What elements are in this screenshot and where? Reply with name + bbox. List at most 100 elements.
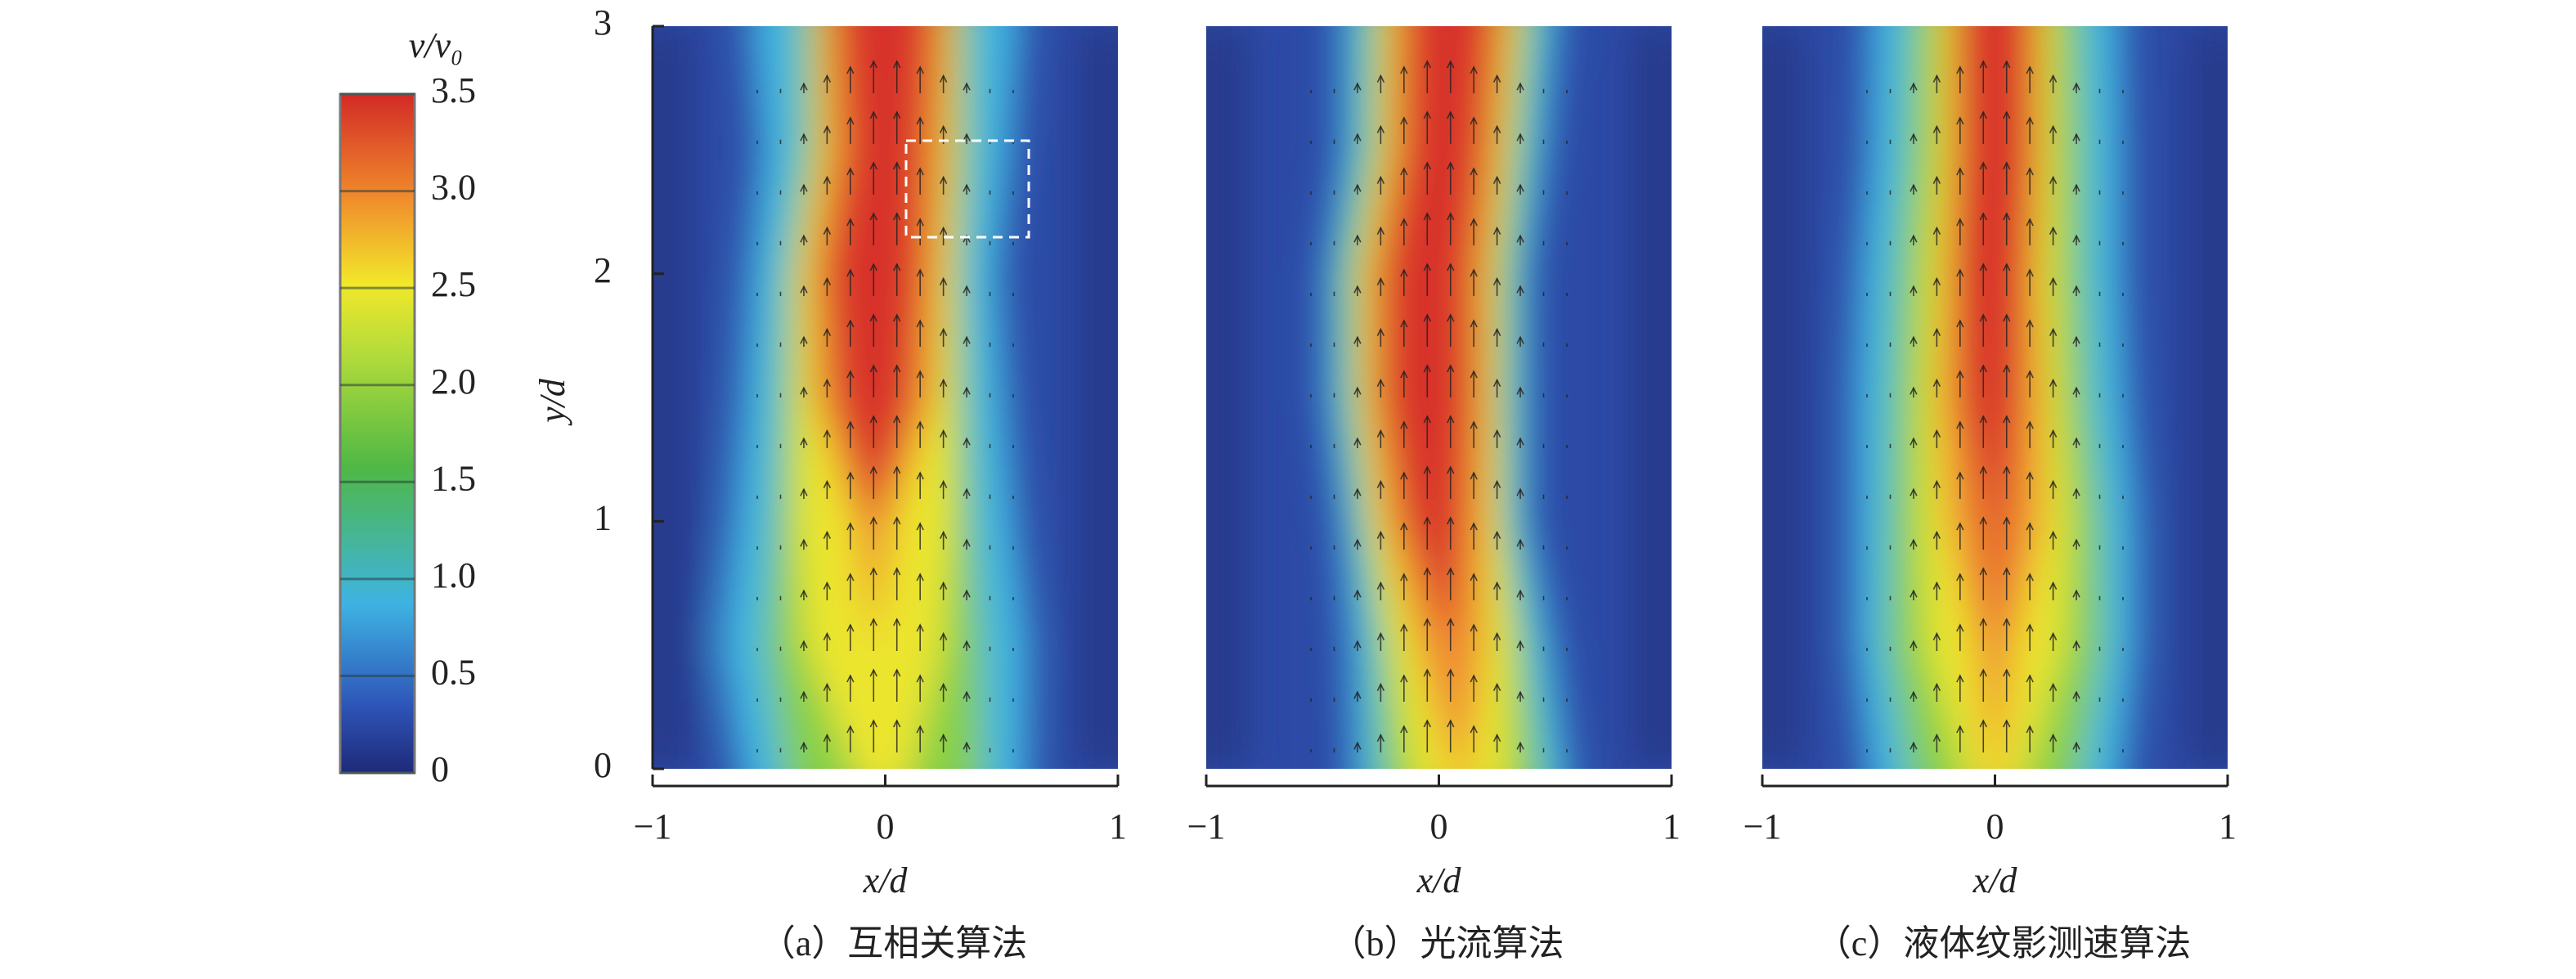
arrow-head	[2026, 725, 2034, 734]
arrow-head	[2072, 437, 2080, 446]
arrow-head	[939, 276, 948, 285]
arrow-head	[1376, 74, 1385, 83]
arrow-head	[1516, 335, 1524, 344]
arrow-head	[823, 226, 832, 235]
x-tick-label: 1	[1109, 806, 1127, 847]
arrow-head	[2003, 516, 2011, 525]
arrow-head	[916, 65, 924, 74]
arrow-head	[2026, 471, 2034, 480]
field-layer	[1385, 26, 1490, 769]
arrow-head	[823, 327, 832, 336]
arrow-head	[800, 538, 808, 547]
arrow-head	[939, 327, 948, 336]
arrow-head	[1956, 268, 1964, 277]
arrow-head	[1376, 429, 1385, 438]
arrow-head	[1979, 313, 1987, 322]
field	[1206, 26, 1672, 769]
arrow-head	[1470, 420, 1478, 429]
arrow-head	[1956, 167, 1964, 176]
arrow-head	[1470, 370, 1478, 379]
arrow-head	[2026, 370, 2034, 379]
arrow-head	[1979, 617, 1987, 626]
arrow-head	[1423, 415, 1431, 424]
arrow-head	[2049, 276, 2058, 285]
arrow-head	[1376, 682, 1385, 691]
arrow-head	[2072, 335, 2080, 344]
arrow-head	[2003, 110, 2011, 119]
arrow-head	[1400, 218, 1408, 227]
arrow-head	[800, 82, 808, 91]
arrow-head	[1423, 263, 1431, 272]
arrow-head	[869, 161, 877, 170]
arrow-head	[1423, 212, 1431, 221]
arrow-head	[869, 567, 877, 576]
arrow-head	[1932, 74, 1941, 83]
colorbar-tick-label: 2.5	[431, 264, 476, 304]
arrow-head	[963, 132, 971, 141]
arrow-head	[1932, 175, 1941, 184]
arrow-head	[1447, 313, 1455, 322]
arrow-head	[1353, 640, 1362, 649]
arrow-head	[869, 465, 877, 474]
arrow-head	[1423, 617, 1431, 626]
arrow-head	[1516, 690, 1524, 699]
arrow-head	[939, 733, 948, 742]
arrow-head	[916, 725, 924, 734]
arrow-head	[869, 60, 877, 69]
arrow-head	[963, 183, 971, 192]
arrow-head	[1400, 319, 1408, 328]
arrow-head	[1956, 573, 1964, 582]
arrow-head	[2049, 378, 2058, 387]
arrow-head	[893, 465, 901, 474]
arrow-head	[916, 471, 924, 480]
arrow-head	[893, 212, 901, 221]
arrow-head	[1516, 437, 1524, 446]
arrow-head	[893, 567, 901, 576]
arrow-head	[1956, 116, 1964, 125]
arrow-head	[1956, 471, 1964, 480]
arrow-head	[963, 82, 971, 91]
arrow-head	[1376, 226, 1385, 235]
arrow-head	[1516, 538, 1524, 547]
arrow-head	[2026, 268, 2034, 277]
field-layer	[1957, 26, 2028, 769]
arrow-head	[2003, 617, 2011, 626]
arrow-head	[963, 386, 971, 395]
arrow-head	[963, 335, 971, 344]
arrow-head	[1470, 218, 1478, 227]
arrow-head	[823, 530, 832, 539]
field-blur	[653, 26, 1118, 769]
x-tick-label: 0	[1430, 806, 1448, 847]
arrow-head	[846, 319, 855, 328]
arrow-head	[1956, 370, 1964, 379]
arrow-head	[1910, 640, 1918, 649]
colorbar-tick-label: 0.5	[431, 653, 476, 693]
arrow-head	[916, 319, 924, 328]
field	[1762, 26, 2228, 769]
arrow-head	[1423, 161, 1431, 170]
arrow-head	[1470, 725, 1478, 734]
arrow-head	[2003, 415, 2011, 424]
colorbar-tick-label: 0	[431, 749, 449, 789]
arrow-head	[1400, 522, 1408, 531]
arrow-head	[1979, 364, 1987, 373]
arrow-head	[1353, 741, 1362, 750]
arrow-head	[939, 631, 948, 640]
arrow-head	[939, 581, 948, 590]
arrow-head	[1979, 516, 1987, 525]
arrow-head	[1910, 285, 1918, 294]
arrow-head	[1910, 690, 1918, 699]
arrow-head	[1910, 335, 1918, 344]
arrow-head	[846, 522, 855, 531]
arrow-head	[1956, 218, 1964, 227]
arrow-head	[1447, 415, 1455, 424]
arrow-head	[1492, 124, 1501, 133]
arrow-head	[1956, 65, 1964, 74]
arrow-head	[1423, 567, 1431, 576]
arrow-head	[2072, 487, 2080, 496]
y-tick-label: 1	[594, 497, 612, 537]
y-tick-label: 0	[594, 745, 612, 785]
arrow-head	[1376, 124, 1385, 133]
arrow-head	[916, 370, 924, 379]
arrow-head	[963, 234, 971, 243]
